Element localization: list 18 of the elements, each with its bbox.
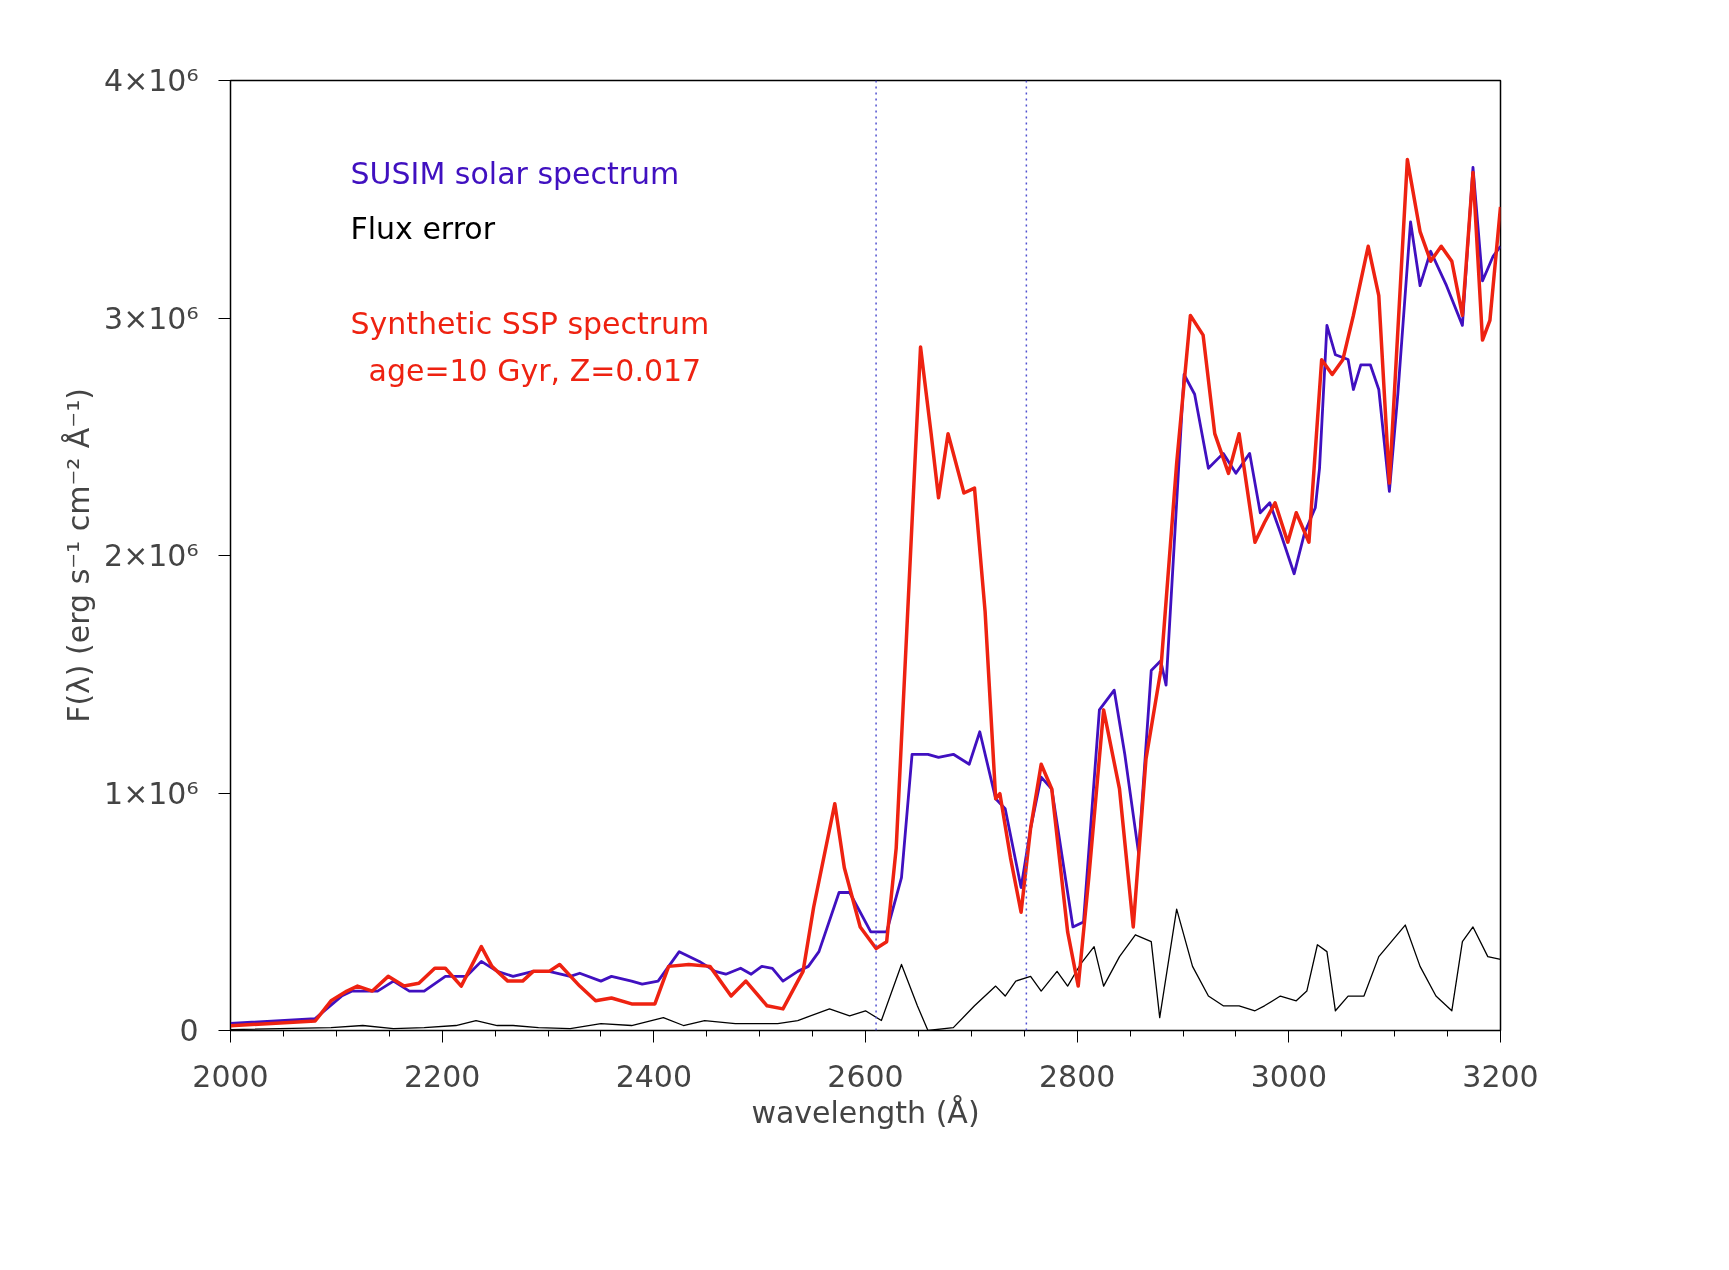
x-tick-label: 2800 (1038, 1058, 1116, 1094)
text: SUSIM solar spectrum (350, 155, 680, 191)
annotation: age=10 Gyr, Z=0.017 (368, 352, 702, 388)
x-tick-label: 2400 (615, 1058, 693, 1094)
y-tick-label: 1×10⁶ (104, 775, 199, 811)
x-tick-label: 2200 (403, 1058, 481, 1094)
y-tick-label: 4×10⁶ (104, 63, 199, 98)
text: Flux error (350, 210, 496, 246)
y-tick-label: 3×10⁶ (104, 300, 199, 336)
x-tick-label: 2000 (192, 1058, 269, 1094)
x-axis-title: wavelength (Å) (751, 1094, 980, 1130)
x-tick-label: 3000 (1250, 1058, 1328, 1094)
x-tick-label: 2600 (827, 1058, 904, 1094)
y-tick-label: 2×10⁶ (104, 538, 199, 573)
y-tick-label: 0 (179, 1013, 199, 1048)
text: Synthetic SSP spectrum (350, 305, 710, 341)
y-axis-title: F(λ) (erg s⁻¹ cm⁻² Å⁻¹) (61, 388, 97, 723)
x-tick-label: 3200 (1462, 1058, 1539, 1094)
